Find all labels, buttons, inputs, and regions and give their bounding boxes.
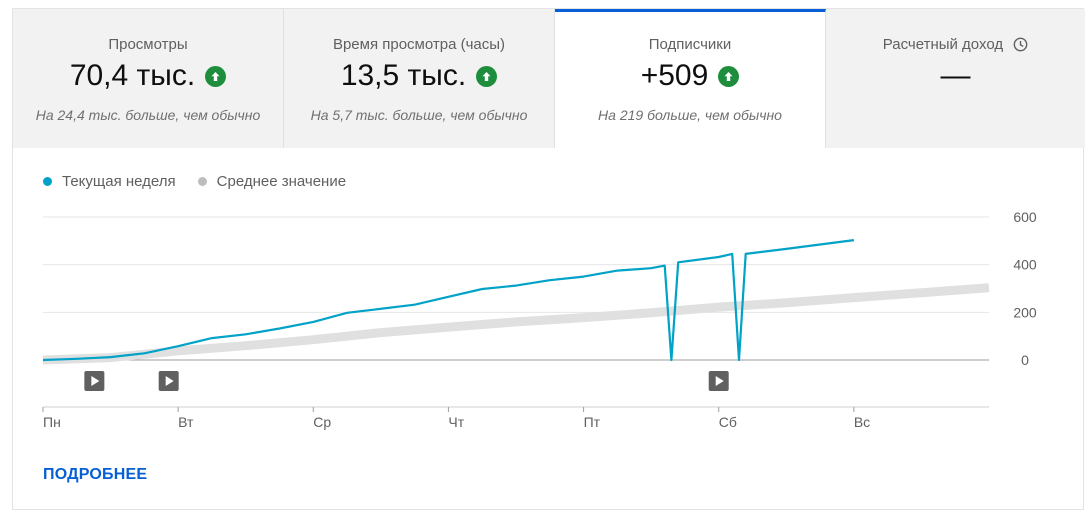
tab-value: +509 <box>555 59 825 93</box>
tab-value: 70,4 тыс. <box>13 59 283 93</box>
legend-current-label: Текущая неделя <box>62 173 176 190</box>
x-tick-label: Чт <box>448 414 464 430</box>
x-tick-label: Сб <box>719 414 737 430</box>
legend-current[interactable]: Текущая неделя <box>43 173 176 190</box>
views-value: 70,4 тыс. <box>69 59 196 92</box>
video-marker-play-icon[interactable] <box>158 371 179 391</box>
x-tick-label: Вс <box>854 414 870 430</box>
tab-label: Время просмотра (часы) <box>332 36 506 53</box>
revenue-value: — <box>940 59 971 92</box>
tab-views[interactable]: Просмотры 70,4 тыс. На 24,4 тыс. больше,… <box>13 9 284 148</box>
legend-average[interactable]: Среднее значение <box>197 173 347 190</box>
video-marker-play-icon[interactable] <box>708 371 729 391</box>
analytics-card: Просмотры 70,4 тыс. На 24,4 тыс. больше,… <box>12 8 1085 510</box>
legend-current-dot <box>43 177 52 186</box>
tab-note: На 24,4 тыс. больше, чем обычно <box>35 107 261 123</box>
legend-average-dot <box>197 177 207 186</box>
clock-icon <box>1013 37 1028 52</box>
y-tick-label: 400 <box>1013 257 1037 273</box>
subscribers-value: +509 <box>640 59 709 92</box>
arrow-up-icon <box>476 65 498 87</box>
tab-revenue[interactable]: Расчетный доход — <box>826 9 1085 148</box>
y-tick-label: 600 <box>1013 209 1037 225</box>
tab-value: — <box>826 59 1085 93</box>
tab-note: На 219 больше, чем обычно <box>598 107 782 123</box>
tab-label: Просмотры <box>108 36 188 53</box>
x-tick-label: Пн <box>43 414 61 430</box>
tab-note: На 5,7 тыс. больше, чем обычно <box>310 107 528 123</box>
arrow-up-icon <box>205 65 227 87</box>
revenue-label: Расчетный доход <box>882 36 1004 53</box>
legend-average-label: Среднее значение <box>216 173 347 190</box>
arrow-up-icon <box>718 65 740 87</box>
video-marker-play-icon[interactable] <box>84 371 105 391</box>
subscribers-chart: 0 200 400 600 Пн Вт Ср Чт Пт Сб Вс <box>42 209 1037 430</box>
x-tick-label: Вт <box>178 414 194 430</box>
series-current-line <box>42 239 855 362</box>
x-tick-label: Ср <box>313 414 331 430</box>
tab-subscribers[interactable]: Подписчики +509 На 219 больше, чем обычн… <box>555 9 826 148</box>
y-tick-label: 200 <box>1013 304 1037 320</box>
tab-watch-time[interactable]: Время просмотра (часы) 13,5 тыс. На 5,7 … <box>284 9 555 148</box>
watch-time-value: 13,5 тыс. <box>340 59 467 92</box>
x-tick-label: Пт <box>584 414 601 430</box>
tab-label: Расчетный доход <box>826 36 1085 53</box>
tab-value: 13,5 тыс. <box>284 59 554 93</box>
tab-label: Подписчики <box>648 36 732 53</box>
series-average-line <box>42 283 990 365</box>
more-details-link[interactable]: ПОДРОБНЕЕ <box>43 466 148 483</box>
metric-tabs: Просмотры 70,4 тыс. На 24,4 тыс. больше,… <box>13 9 1085 148</box>
y-tick-label: 0 <box>1021 352 1029 368</box>
chart-legend: Текущая неделя Среднее значение <box>43 173 346 190</box>
